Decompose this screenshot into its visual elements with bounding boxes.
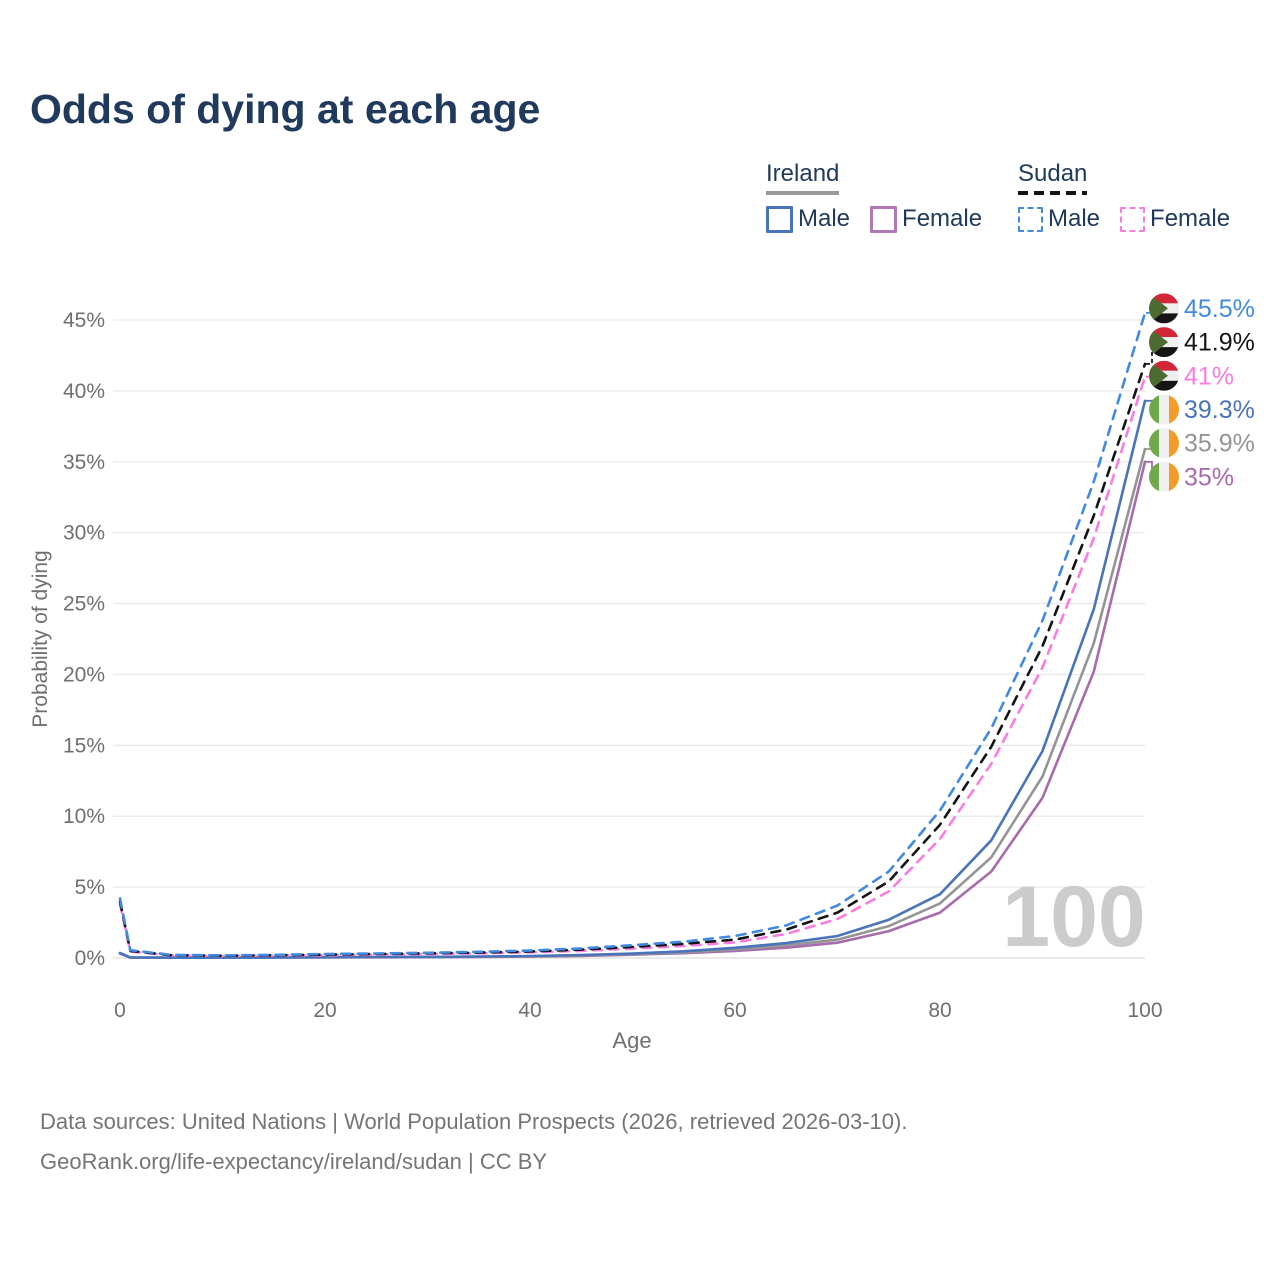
legend-country-ireland[interactable]: Ireland <box>766 160 839 197</box>
end-label-sudan-both-sexes: 41.9% <box>1184 329 1255 357</box>
x-tick-label: 60 <box>723 999 746 1022</box>
x-tick-label: 0 <box>114 999 126 1022</box>
line-ireland-female <box>118 460 1147 959</box>
x-tick-label: 80 <box>928 999 951 1022</box>
y-tick-label: 45% <box>63 309 105 332</box>
legend-group-ireland: Ireland Male Female <box>766 160 1002 233</box>
data-sources-line1: Data sources: United Nations | World Pop… <box>40 1109 908 1134</box>
data-sources: Data sources: United Nations | World Pop… <box>40 1102 907 1182</box>
data-sources-line2[interactable]: GeoRank.org/life-expectancy/ireland/suda… <box>40 1149 548 1175</box>
flag-sudan-icon <box>1149 360 1179 391</box>
mortality-line-chart: 0% 5% 10% 15% 20% 25% 30% 35% 40% 45% 0 20 40 60 80 100… <box>29 293 1255 1053</box>
end-label-ireland-female: 35% <box>1184 463 1234 491</box>
end-label-ireland-both-sexes: 35.9% <box>1184 430 1255 458</box>
flag-ireland-icon <box>1149 461 1179 492</box>
sudan-male-swatch-icon <box>1018 206 1043 232</box>
x-tick-label: 40 <box>518 999 541 1022</box>
line-sudan-both-sexes <box>118 362 1147 957</box>
x-tick-label: 100 <box>1127 999 1162 1022</box>
line-sudan-female <box>118 375 1147 958</box>
y-tick-label: 25% <box>63 593 105 616</box>
line-ireland-both-sexes <box>118 447 1147 959</box>
y-tick-label: 15% <box>63 734 105 757</box>
legend-row-ireland: Male Female <box>766 205 1002 233</box>
legend-group-sudan: Sudan Male Female <box>1018 160 1250 233</box>
end-label-sudan-male: 45.5% <box>1184 295 1255 323</box>
ireland-female-swatch-icon <box>870 205 898 233</box>
flag-ireland-icon <box>1149 428 1179 459</box>
y-tick-label: 10% <box>63 805 105 828</box>
legend-item-sudan-male[interactable]: Male <box>1018 205 1100 233</box>
y-tick-label: 20% <box>63 663 105 686</box>
page-title: Odds of dying at each age <box>30 86 541 132</box>
line-ireland-male <box>118 399 1147 959</box>
ireland-male-swatch-icon <box>766 205 793 233</box>
flag-ireland-icon <box>1149 394 1179 425</box>
legend-item-ireland-female[interactable]: Female <box>870 205 982 233</box>
legend-item-sudan-female[interactable]: Female <box>1120 205 1230 233</box>
legend-label-sudan-female: Female <box>1150 205 1231 232</box>
legend-label-ireland-male: Male <box>798 205 851 232</box>
flag-sudan-icon <box>1149 327 1179 358</box>
y-axis-title: Probability of dying <box>29 550 52 727</box>
age-counter-watermark: 100 <box>1002 869 1146 965</box>
line-sudan-male <box>118 311 1147 957</box>
x-tick-label: 20 <box>313 999 336 1022</box>
end-label-ireland-male: 39.3% <box>1184 396 1255 424</box>
y-tick-label: 40% <box>63 380 105 403</box>
flag-sudan-icon <box>1149 293 1179 324</box>
legend-label-sudan-male: Male <box>1048 205 1101 232</box>
y-tick-label: 0% <box>75 947 105 970</box>
legend-country-sudan[interactable]: Sudan <box>1018 160 1087 197</box>
legend-item-ireland-male[interactable]: Male <box>766 205 850 233</box>
legend-label-ireland-female: Female <box>902 205 983 232</box>
x-axis-title: Age <box>612 1028 651 1053</box>
end-label-sudan-female: 41% <box>1184 362 1234 390</box>
legend-row-sudan: Male Female <box>1018 205 1250 233</box>
y-tick-label: 30% <box>63 522 105 545</box>
y-tick-label: 35% <box>63 451 105 474</box>
sudan-female-swatch-icon <box>1120 206 1146 232</box>
y-tick-label: 5% <box>75 876 105 899</box>
